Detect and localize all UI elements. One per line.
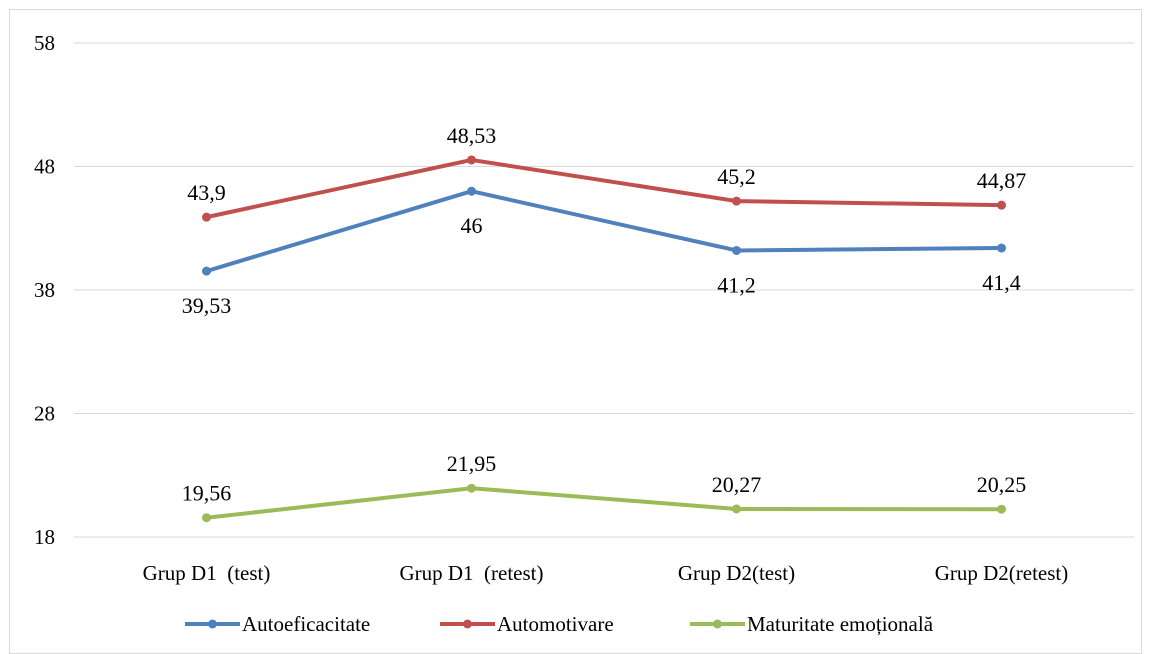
series-line <box>204 189 1004 274</box>
data-labels: 39,53 46 41,2 41,4 43,9 48,53 45,2 44,87 19,56 21… <box>182 123 1027 506</box>
legend-item: Autoeficacitate <box>185 612 370 636</box>
legend-item: Maturitate emoțională <box>690 612 934 636</box>
y-tick-label: 58 <box>34 31 55 55</box>
data-point <box>202 212 211 222</box>
x-tick-label: Grup D2(test) <box>678 561 795 585</box>
data-point <box>997 243 1006 253</box>
x-axis-tick-labels: Grup D1 (test) Grup D1 (retest) Grup D2(te… <box>143 561 1069 585</box>
series-2 <box>202 155 1006 222</box>
legend-marker <box>208 619 217 629</box>
data-label: 21,95 <box>447 451 497 476</box>
series-line <box>204 157 1004 220</box>
y-tick-label: 18 <box>34 525 55 549</box>
x-tick-label: Grup D1 (test) <box>143 561 271 585</box>
data-label: 20,27 <box>712 472 762 497</box>
data-label: 45,2 <box>717 164 756 189</box>
chart-frame <box>9 9 1142 654</box>
legend: Autoeficacitate Automotivare Maturitate em… <box>185 612 934 636</box>
data-point <box>467 186 476 196</box>
data-label: 41,4 <box>982 270 1021 295</box>
data-point <box>732 504 741 514</box>
series-layer <box>202 155 1006 523</box>
data-label: 39,53 <box>182 293 232 318</box>
data-label: 48,53 <box>447 123 497 148</box>
data-point <box>467 483 476 493</box>
data-point <box>732 196 741 206</box>
y-tick-label: 38 <box>34 278 55 302</box>
data-label: 41,2 <box>717 272 756 297</box>
data-point <box>202 513 211 523</box>
data-point <box>997 504 1006 514</box>
y-tick-label: 48 <box>34 155 55 179</box>
legend-marker <box>713 619 722 629</box>
gridlines <box>74 42 1134 538</box>
data-point <box>202 266 211 276</box>
y-axis-tick-labels: 18 28 38 48 58 <box>34 31 55 549</box>
y-tick-label: 28 <box>34 402 55 426</box>
legend-item: Automotivare <box>440 612 614 636</box>
legend-label: Automotivare <box>497 612 614 636</box>
x-tick-label: Grup D2(retest) <box>935 561 1069 585</box>
series-line <box>204 486 1004 520</box>
data-point <box>732 245 741 255</box>
x-tick-label: Grup D1 (retest) <box>399 561 543 585</box>
legend-label: Maturitate emoțională <box>747 612 934 636</box>
data-point <box>997 200 1006 210</box>
legend-marker <box>463 619 472 629</box>
series-1 <box>202 186 1006 276</box>
data-label: 44,87 <box>977 168 1027 193</box>
data-label: 43,9 <box>187 180 226 205</box>
data-point <box>467 155 476 165</box>
data-label: 19,56 <box>182 481 232 506</box>
legend-label: Autoeficacitate <box>242 612 370 636</box>
data-label: 20,25 <box>977 472 1027 497</box>
data-label: 46 <box>461 213 483 238</box>
series-3 <box>202 483 1006 523</box>
